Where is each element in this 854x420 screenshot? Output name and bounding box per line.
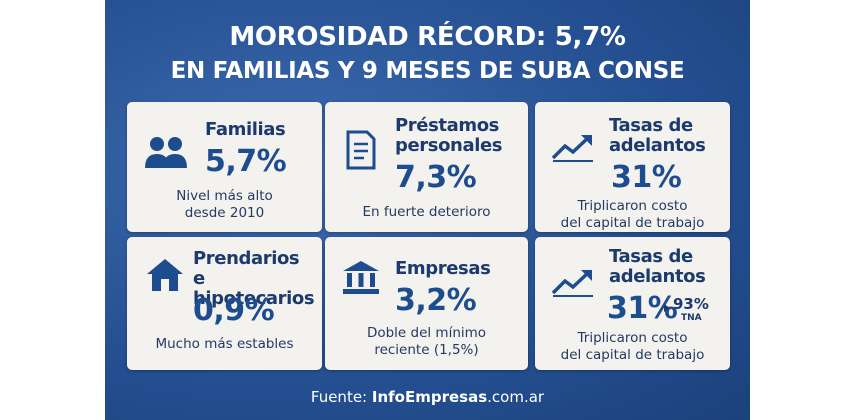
source-prefix: Fuente: (310, 388, 368, 406)
heading-line: Familias (205, 119, 286, 140)
note-line: desde 2010 (184, 205, 265, 221)
note-line: Nivel más alto (176, 188, 273, 204)
heading-line: personales (395, 135, 503, 156)
note-line: En fuerte deterioro (362, 204, 491, 220)
note: Triplicaron costo del capital de trabajo (535, 198, 730, 232)
heading-line: Empresas (395, 258, 491, 279)
note-line: reciente (1,5%) (374, 342, 479, 358)
people-icon (145, 137, 187, 168)
card: Empresas 3,2% Doble del mínimo reciente (… (325, 237, 528, 370)
source: Fuente: InfoEmpresas.com.ar (105, 388, 750, 406)
note: Nivel más alto desde 2010 (127, 188, 322, 222)
value: 31% (611, 160, 682, 195)
card: Tasas de adelantos 31% Triplicaron costo d… (535, 102, 730, 232)
heading-line: adelantos (609, 266, 706, 287)
note-line: Triplicaron costo (577, 330, 688, 346)
heading-line: Prendarios (193, 248, 300, 269)
extra-label: TNA (681, 313, 702, 323)
note-line: Doble del mínimo (366, 325, 487, 341)
value: 0,9% (193, 293, 275, 328)
note-line: Triplicaron costo (577, 198, 688, 214)
card: Préstamos personales 7,3% En fuerte deter… (325, 102, 528, 232)
bank-icon (343, 261, 379, 294)
arrow-icon (664, 304, 670, 312)
heading: Préstamos personales (395, 115, 503, 156)
heading: Prendarios e hipotecarios (193, 249, 322, 309)
note: Mucho más estables (127, 336, 322, 353)
card: Tasas de adelantos 31% 93% TNA Triplicaro… (535, 237, 730, 370)
heading: Tasas de adelantos (609, 246, 706, 287)
trend-icon (551, 135, 593, 162)
value: 5,7% (205, 144, 287, 179)
heading-line: adelantos (609, 135, 706, 156)
heading-line: e hipotecarios (193, 268, 315, 309)
note: Triplicaron costo del capital de trabajo (535, 330, 730, 364)
note: En fuerte deterioro (325, 204, 528, 221)
source-brand: InfoEmpresas (371, 388, 488, 406)
heading-line: Tasas de (609, 246, 693, 267)
extra-value: 93% (673, 295, 709, 313)
card: Familias 5,7% Nivel más alto desde 2010 (127, 102, 322, 232)
infographic: MOROSIDAD RÉCORD: 5,7% EN FAMILIAS Y 9 M… (105, 0, 750, 420)
note: Doble del mínimo reciente (1,5%) (325, 325, 528, 359)
house-icon (147, 259, 183, 291)
heading-line: Tasas de (609, 115, 693, 136)
heading: Familias (205, 119, 286, 140)
card: Prendarios e hipotecarios 0,9% Mucho más … (127, 237, 322, 370)
heading: Empresas (395, 258, 491, 279)
document-icon (346, 130, 376, 170)
note-line: del capital de trabajo (560, 347, 705, 363)
value: 7,3% (395, 160, 477, 195)
title: MOROSIDAD RÉCORD: 5,7% (229, 22, 626, 52)
heading: Tasas de adelantos (609, 115, 706, 156)
trend-icon (551, 270, 593, 297)
subtitle: EN FAMILIAS Y 9 MESES DE SUBA CONSE (170, 58, 685, 84)
note-line: Mucho más estables (155, 336, 294, 352)
heading-line: Préstamos (395, 115, 499, 136)
source-suffix: .com.ar (487, 388, 545, 406)
value: 3,2% (395, 283, 477, 318)
note-line: del capital de trabajo (560, 215, 705, 231)
